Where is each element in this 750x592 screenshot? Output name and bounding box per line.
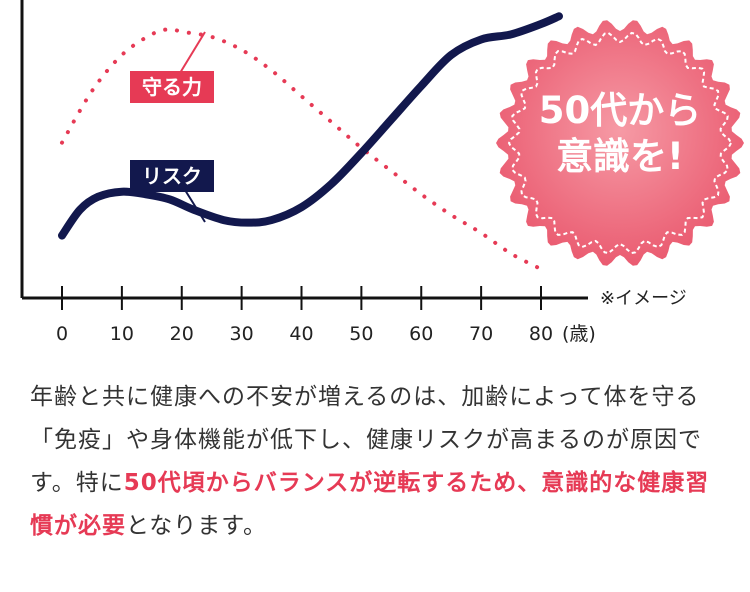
leader-line-protect xyxy=(179,31,206,74)
x-tick-label: 30 xyxy=(230,323,254,345)
x-tick-label: 10 xyxy=(110,323,134,345)
series-line-protect xyxy=(60,27,543,272)
chart: 0 10 20 30 40 50 60 70 80 (歳) ※イメージ xyxy=(20,0,687,345)
chart-axes xyxy=(20,0,588,300)
paragraph-part-1: 年齢と共に健康への不安が増えるのは、加齢によって体を守る「免疫」や身体機能が低下… xyxy=(30,384,702,496)
badge-ring xyxy=(507,31,733,255)
paragraph-highlight: 50代頃からバランスが逆転するため、意識的な健康習慣が必要 xyxy=(30,470,710,539)
x-tick-label: 20 xyxy=(170,323,194,345)
badge-shape xyxy=(496,20,744,266)
x-tick-label: 0 xyxy=(56,323,68,345)
x-tick-label: 50 xyxy=(349,323,373,345)
badge-seal xyxy=(496,20,744,266)
badge-text: 50代から 意識を! xyxy=(495,88,745,180)
x-unit-label: (歳) xyxy=(562,323,596,345)
badge-line-2: 意識を! xyxy=(556,135,684,178)
x-tick-label: 60 xyxy=(409,323,433,345)
x-tick-label: 70 xyxy=(469,323,493,345)
paragraph-part-2: となります。 xyxy=(126,513,268,539)
series-layer xyxy=(58,12,563,272)
image-note: ※イメージ xyxy=(600,288,687,309)
series-label-risk: リスク xyxy=(130,160,214,192)
chart-svg: 0 10 20 30 40 50 60 70 80 (歳) ※イメージ xyxy=(20,0,687,345)
badge-line-1: 50代から xyxy=(538,89,702,132)
series-line-risk xyxy=(58,12,563,240)
description-paragraph: 年齢と共に健康への不安が増えるのは、加齢によって体を守る「免疫」や身体機能が低下… xyxy=(30,376,730,548)
leader-line-risk xyxy=(184,189,206,223)
x-tick-label: 40 xyxy=(289,323,313,345)
x-tick-label: 80 xyxy=(529,323,553,345)
series-label-protect: 守る力 xyxy=(130,71,214,103)
x-ticks: 0 10 20 30 40 50 60 70 80 xyxy=(56,286,553,345)
